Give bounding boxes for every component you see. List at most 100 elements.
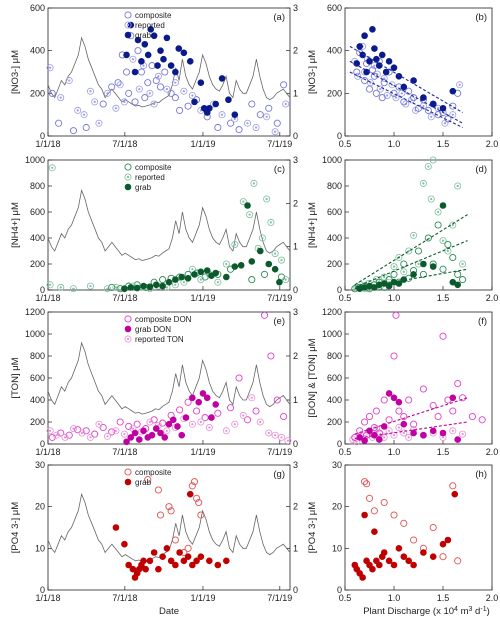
data-point xyxy=(410,271,417,278)
data-point xyxy=(131,98,139,106)
y-tick-label: 800 xyxy=(30,351,45,361)
x-tick-label: 1.5 xyxy=(437,447,450,457)
discharge-line xyxy=(47,36,291,108)
data-point xyxy=(434,111,442,119)
data-point xyxy=(429,427,437,435)
data-point xyxy=(424,162,432,170)
y-tick-label: 400 xyxy=(30,46,45,56)
data-point xyxy=(454,182,462,190)
data-point xyxy=(157,47,164,54)
data-point xyxy=(400,553,408,560)
data-point xyxy=(420,549,427,556)
y-tick-label: 1200 xyxy=(25,307,45,317)
data-point xyxy=(273,396,281,404)
y-tick-label: 400 xyxy=(327,233,342,243)
discharge-line xyxy=(47,492,291,563)
data-point xyxy=(129,565,137,573)
plot-frame xyxy=(47,464,291,591)
legend-label: reported TON xyxy=(135,335,184,344)
data-point xyxy=(410,429,417,437)
data-point xyxy=(451,490,459,498)
data-point xyxy=(161,68,169,76)
data-point xyxy=(390,561,398,569)
x-tick-label: 1.5 xyxy=(437,593,450,603)
data-point xyxy=(454,379,462,388)
data-point xyxy=(176,106,184,114)
data-point xyxy=(363,480,371,488)
data-point xyxy=(385,416,393,424)
data-point xyxy=(449,221,457,229)
x-tick-label: 1.0 xyxy=(388,447,401,457)
panel-h: 0 10 20 30 0.5 1.0 1.5 2.0 [PO4 3-] μM (h) Plant D… xyxy=(307,460,498,617)
data-point xyxy=(167,507,175,515)
data-point xyxy=(212,401,220,408)
data-point xyxy=(125,89,133,97)
legend-label: composite xyxy=(135,163,172,172)
x-tick-label: 2.0 xyxy=(486,593,499,603)
data-point xyxy=(127,284,135,291)
fit-line xyxy=(354,268,468,290)
legend-marker xyxy=(124,31,132,39)
data-point xyxy=(176,406,184,414)
data-point xyxy=(375,436,383,443)
y-tick-label: 600 xyxy=(327,207,342,217)
data-point xyxy=(188,91,196,99)
panel-a: 0 200 400 600 0 1 2 3 1/1/18 7/1/18 1/1/19 7/1/19 [N… xyxy=(10,3,298,149)
y-tick-label: 400 xyxy=(30,395,45,405)
data-point xyxy=(459,394,467,402)
y-tick-label: 400 xyxy=(30,233,45,243)
fit-line xyxy=(354,214,468,286)
data-point xyxy=(395,407,403,415)
y-tick-label: 0 xyxy=(40,585,45,595)
data-point xyxy=(55,119,63,127)
data-point xyxy=(152,281,160,289)
data-point xyxy=(141,40,149,48)
data-point xyxy=(48,433,56,441)
data-point xyxy=(378,94,386,102)
data-point xyxy=(86,282,94,290)
y-tick-label: 0 xyxy=(40,131,45,141)
data-point xyxy=(354,72,362,80)
data-point xyxy=(159,276,167,284)
legend-marker xyxy=(124,315,132,323)
x-tick-label: 0.5 xyxy=(339,293,352,303)
x-tick-label: 1/1/18 xyxy=(35,293,60,303)
data-point xyxy=(468,412,476,421)
panel-label: (c) xyxy=(274,164,285,175)
data-point xyxy=(361,32,368,40)
data-point xyxy=(400,519,408,527)
data-point xyxy=(134,36,142,44)
data-point xyxy=(82,123,90,132)
data-point xyxy=(125,422,133,430)
data-point xyxy=(265,104,273,112)
legend-label: grab DON xyxy=(135,325,171,334)
data-point xyxy=(103,285,111,293)
data-point xyxy=(188,420,196,428)
data-point xyxy=(108,83,116,91)
data-point xyxy=(144,79,152,87)
y2-tick-label: 3 xyxy=(293,460,298,470)
y-axis-label: [NO3-] μM xyxy=(307,50,318,94)
data-point xyxy=(368,66,376,74)
y-tick-label: 200 xyxy=(30,259,45,269)
data-point xyxy=(419,179,427,187)
y2-tick-label: 3 xyxy=(293,3,298,13)
data-point xyxy=(243,416,252,424)
x-tick-label: 1/1/19 xyxy=(190,593,215,603)
data-point xyxy=(434,208,442,216)
data-point xyxy=(405,87,413,95)
data-point xyxy=(99,423,107,432)
data-point xyxy=(380,396,388,404)
data-point xyxy=(359,51,366,59)
data-point xyxy=(223,273,230,281)
data-point xyxy=(265,260,273,268)
panel-label: (e) xyxy=(273,316,285,327)
plot-frame xyxy=(344,464,493,591)
data-point xyxy=(375,561,383,569)
data-point xyxy=(99,100,107,108)
panel-label: (f) xyxy=(478,316,487,327)
data-point xyxy=(400,268,408,276)
data-point xyxy=(385,427,393,435)
data-point xyxy=(191,271,198,278)
